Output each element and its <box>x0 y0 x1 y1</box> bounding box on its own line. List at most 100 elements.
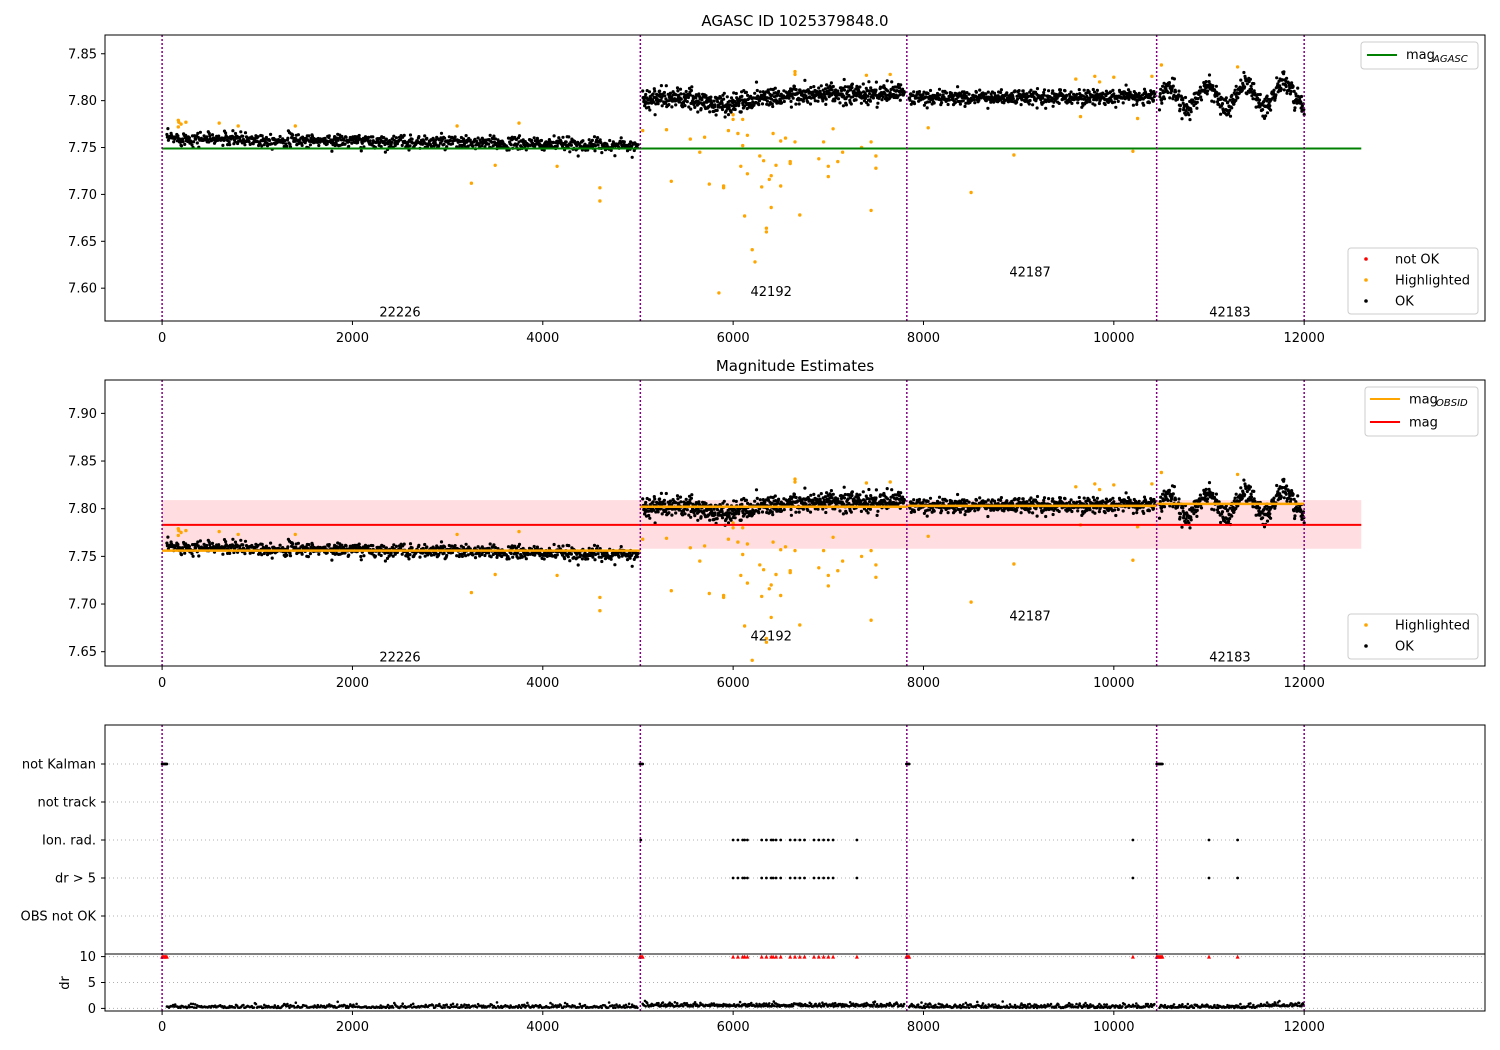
ok-point <box>286 545 290 549</box>
ok-point <box>1142 87 1147 91</box>
highlighted-point <box>1112 75 1116 79</box>
ok-point <box>317 143 321 148</box>
ok-point <box>769 97 774 101</box>
ok-point <box>1199 95 1203 99</box>
ok-point <box>1031 103 1035 107</box>
ok-point <box>592 135 597 139</box>
ok-point <box>683 512 687 516</box>
ok-point <box>342 138 346 142</box>
magnitude-title: Magnitude Estimates <box>716 357 874 375</box>
ok-point <box>664 84 668 88</box>
agasc-legend-frame <box>1360 41 1479 70</box>
agasc-y-ticks: 7.607.657.707.757.807.85 <box>68 47 105 297</box>
ok-point <box>507 557 511 561</box>
ok-point <box>1205 92 1209 96</box>
ok-point <box>1051 512 1055 517</box>
ok-point <box>423 542 427 547</box>
ok-point <box>1029 88 1033 92</box>
ok-point <box>652 100 656 104</box>
ok-point <box>760 102 765 106</box>
ok-point <box>1065 501 1069 505</box>
ok-point <box>1025 92 1029 96</box>
ok-point <box>746 93 750 97</box>
ok-point <box>593 144 598 148</box>
ok-point <box>755 88 759 93</box>
highlighted-point <box>669 179 673 183</box>
ok-point <box>563 557 567 561</box>
ok-point <box>385 556 390 561</box>
highlighted-point <box>293 124 297 128</box>
ok-point <box>794 495 798 500</box>
x-tick-label: 8000 <box>907 331 940 346</box>
ok-point <box>600 559 604 564</box>
ok-point <box>743 512 747 516</box>
ok-point <box>1057 509 1061 514</box>
ok-point <box>777 497 781 501</box>
ok-point <box>1251 97 1255 101</box>
ok-point <box>854 98 858 102</box>
ok-point <box>555 144 559 148</box>
ok-point <box>1159 87 1163 91</box>
ok-point <box>708 110 712 114</box>
ok-point <box>744 90 749 94</box>
ok-point <box>868 500 872 504</box>
ok-point <box>1249 87 1254 91</box>
ok-point <box>1021 89 1025 93</box>
ok-point <box>1135 102 1139 106</box>
ok-point <box>1077 88 1081 92</box>
ok-point <box>431 545 435 549</box>
ok-point <box>1044 106 1048 110</box>
ok-point <box>599 140 603 145</box>
ok-point <box>812 492 816 496</box>
highlighted-point <box>721 184 726 188</box>
ok-point <box>206 546 210 550</box>
ok-point <box>384 137 388 141</box>
ok-point <box>844 103 849 107</box>
ok-point <box>1172 77 1176 81</box>
ok-point <box>1051 497 1055 501</box>
ok-point <box>1189 107 1193 111</box>
ok-point <box>653 521 657 525</box>
ok-point <box>1219 112 1223 116</box>
ok-point <box>344 544 348 548</box>
ok-point <box>542 557 546 561</box>
ok-point <box>740 502 744 506</box>
ok-point <box>184 542 188 546</box>
ok-point <box>737 509 741 513</box>
legend-label: not OK <box>1395 253 1440 268</box>
ok-point <box>1097 96 1101 100</box>
ok-point <box>1162 97 1167 101</box>
ok-point <box>1158 95 1162 99</box>
ok-point <box>1157 108 1162 112</box>
ok-point <box>460 554 464 559</box>
ok-point <box>1095 88 1099 92</box>
ok-point <box>1088 100 1092 104</box>
ok-point <box>689 496 694 500</box>
highlighted-point <box>779 139 783 143</box>
ok-point <box>1121 509 1125 513</box>
ok-point <box>871 96 876 100</box>
ok-point <box>335 136 339 140</box>
ok-point <box>310 134 315 138</box>
ok-point <box>921 93 925 97</box>
ok-point <box>480 552 484 557</box>
ok-point <box>1093 511 1097 515</box>
ok-point <box>323 545 327 549</box>
ok-point <box>788 91 792 95</box>
ok-point <box>838 101 842 105</box>
ok-point <box>191 554 195 558</box>
ok-point <box>881 95 885 99</box>
highlighted-point <box>836 159 840 164</box>
ok-point <box>1204 80 1208 84</box>
ok-point <box>1133 97 1137 101</box>
ok-point <box>1111 88 1115 92</box>
ok-point <box>1293 108 1297 112</box>
ok-point <box>233 540 238 544</box>
ok-point <box>443 545 447 549</box>
ok-point <box>1291 84 1295 88</box>
ok-point <box>771 513 775 517</box>
ok-point <box>1091 495 1095 499</box>
ok-point <box>726 113 731 117</box>
ok-point <box>360 141 364 145</box>
ok-point <box>166 127 170 131</box>
